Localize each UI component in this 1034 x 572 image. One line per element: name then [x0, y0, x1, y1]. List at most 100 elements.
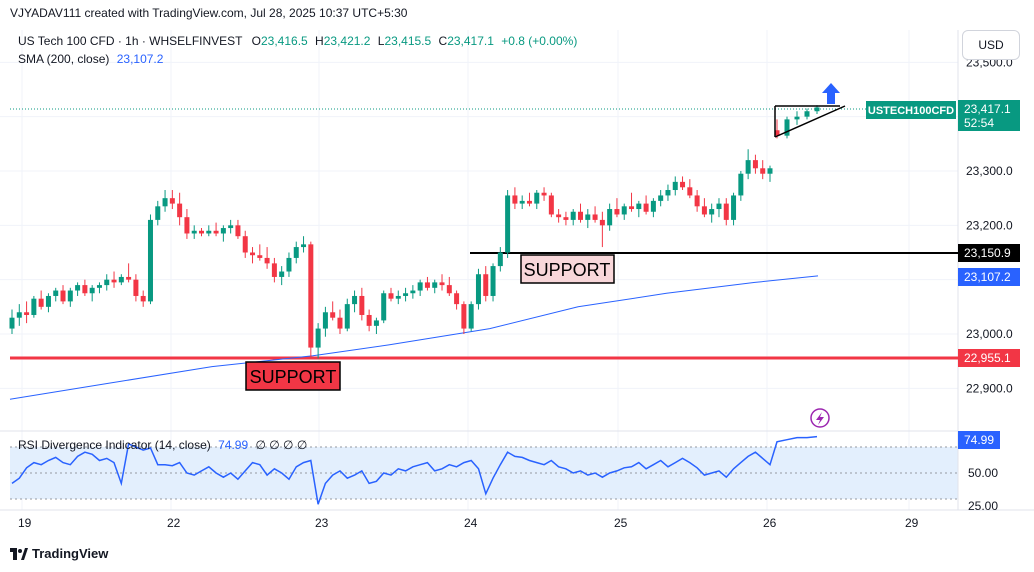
alert-bolt-icon[interactable]: [810, 408, 830, 428]
time-tick-label: 29: [905, 516, 919, 530]
candle-body: [432, 282, 438, 288]
symbol-info[interactable]: US Tech 100 CFD · 1h · WHSELFINVEST O23,…: [18, 34, 577, 48]
sma-line: [9, 275, 819, 400]
candle-body: [67, 290, 73, 302]
ohlc-open-label: O: [251, 34, 261, 48]
price-tick-label: 23,000.0: [966, 327, 1013, 341]
candle-body: [483, 274, 489, 296]
candle-body: [60, 290, 66, 302]
candle-body: [541, 192, 547, 196]
candle-body: [213, 230, 219, 234]
candle-body: [548, 195, 554, 215]
candle-body: [417, 282, 423, 291]
candle-body: [760, 168, 766, 174]
candle-body: [774, 130, 780, 136]
candle-body: [24, 312, 30, 315]
candle-body: [578, 211, 583, 220]
candle-body: [118, 276, 124, 283]
candle-body: [804, 111, 810, 117]
candle-body: [140, 295, 146, 302]
candle-body: [614, 209, 620, 215]
candle-body: [388, 293, 394, 299]
candle-body: [745, 160, 751, 174]
candle-body: [53, 290, 59, 296]
support-lower-value: 22,955.1: [964, 351, 1011, 365]
candle-body: [738, 173, 744, 196]
time-tick-label: 22: [167, 516, 181, 530]
rsi-value-tag: 74.99: [958, 431, 1000, 449]
candle-body: [723, 203, 729, 220]
candle-body: [381, 293, 387, 321]
sma-legend-label: SMA (200, close): [18, 52, 110, 66]
candle-body: [446, 285, 452, 294]
candle-body: [694, 195, 700, 207]
ohlc-open-value: 23,416.5: [260, 34, 308, 48]
rsi-legend[interactable]: RSI Divergence Indicator (14, close) 74.…: [18, 438, 307, 452]
ohlc-high-label: H: [315, 34, 324, 48]
candle-body: [191, 230, 197, 234]
candle-body: [111, 279, 117, 283]
candle-body: [301, 244, 307, 248]
rsi-legend-value: 74.99: [218, 438, 249, 452]
footer-brand-text: TradingView: [32, 546, 109, 561]
candle-body: [687, 187, 693, 196]
rsi-legend-label: RSI Divergence Indicator (14, close): [18, 438, 211, 452]
current-price-symbol-tag: USTECH100CFD: [866, 101, 956, 119]
symbol-line: US Tech 100 CFD · 1h · WHSELFINVEST: [18, 34, 243, 48]
candle-body: [665, 190, 671, 196]
candle-body: [563, 217, 569, 220]
candle-body: [454, 293, 460, 305]
price-tick-label: 23,300.0: [966, 164, 1013, 178]
candle-body: [104, 279, 110, 286]
time-tick-label: 25: [614, 516, 628, 530]
candle-body: [468, 304, 474, 329]
candle-body: [206, 230, 212, 234]
ohlc-high-value: 23,421.2: [323, 34, 371, 48]
sma-legend[interactable]: SMA (200, close) 23,107.2: [18, 52, 163, 66]
triangle-pattern[interactable]: [774, 105, 846, 138]
rsi-tick-50: 50.00: [968, 466, 998, 480]
candle-body: [169, 198, 175, 204]
support-label-upper[interactable]: SUPPORT: [520, 254, 615, 284]
candle-body: [235, 225, 241, 237]
time-axis[interactable]: 19 22 23 24 25 26 29: [18, 516, 919, 530]
candle-body: [155, 206, 161, 220]
rsi-line: [11, 435, 818, 505]
candle-body: [220, 228, 226, 234]
candle-body: [286, 257, 292, 272]
candle-body: [75, 285, 81, 291]
sma-tag: 23,107.2: [958, 268, 1020, 286]
candle-body: [16, 312, 22, 318]
candle-body: [658, 195, 664, 201]
candle-body: [242, 236, 248, 253]
candle-body: [126, 276, 132, 280]
currency-button[interactable]: USD: [962, 30, 1020, 60]
candle-body: [308, 244, 314, 348]
sma-legend-value: 23,107.2: [116, 52, 164, 66]
arrow-up-icon: [822, 83, 840, 104]
time-tick-label: 26: [763, 516, 777, 530]
candle-body: [330, 312, 336, 318]
candle-body: [490, 266, 496, 296]
candle-body: [534, 192, 540, 204]
support-upper-value: 23,150.9: [964, 246, 1011, 260]
candle-body: [315, 328, 321, 348]
support-upper-tag: 23,150.9: [958, 244, 1020, 262]
price-tick-label: 22,900.0: [966, 381, 1013, 395]
current-price-value: 23,417.1: [964, 102, 1011, 116]
candle-body: [599, 219, 605, 226]
candle-body: [410, 290, 416, 294]
candle-body: [257, 255, 263, 258]
candle-body: [250, 252, 256, 256]
candle-body: [177, 203, 183, 218]
candle-body: [45, 295, 51, 307]
candle-body: [716, 203, 722, 210]
candle-body: [279, 271, 285, 277]
support-label-lower[interactable]: SUPPORT: [245, 361, 341, 391]
candle-body: [264, 257, 270, 264]
footer-brand[interactable]: TradingView: [10, 546, 108, 561]
support-label-upper-text: SUPPORT: [524, 260, 611, 280]
candle-body: [621, 206, 627, 215]
candle-body: [96, 285, 102, 288]
